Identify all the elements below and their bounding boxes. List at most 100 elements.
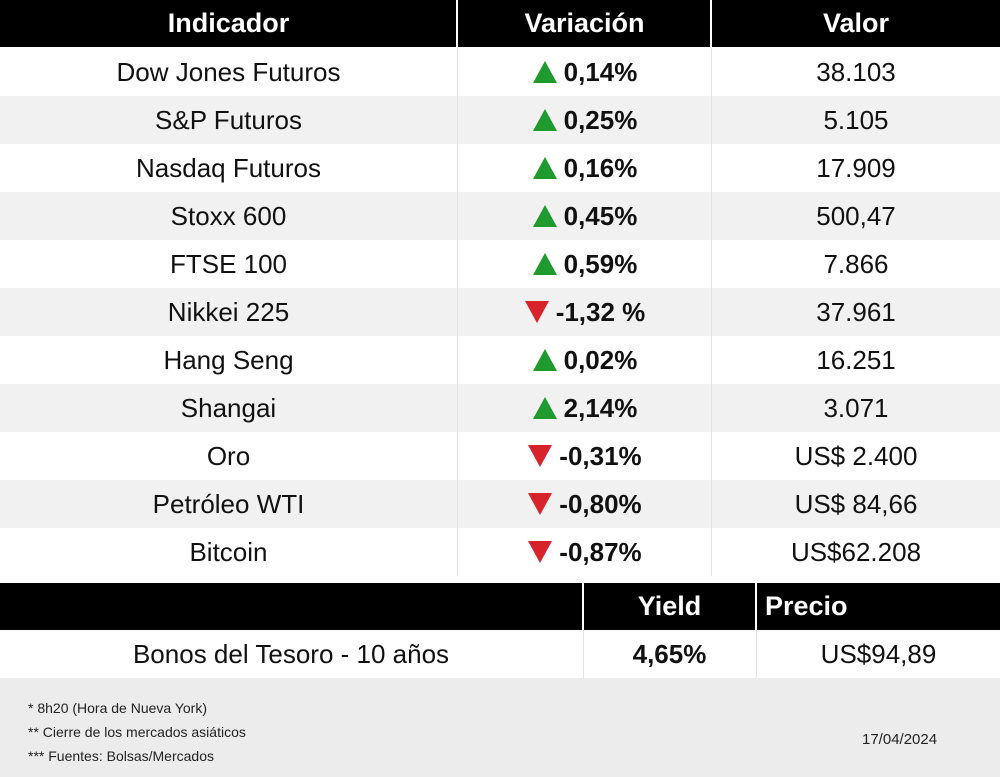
table-cell: 38.103 xyxy=(816,56,896,87)
col-divider xyxy=(711,288,712,336)
variation: 0,45% xyxy=(563,200,638,231)
variation: 0,02% xyxy=(563,344,638,375)
table-cell: US$ 84,66 xyxy=(794,488,918,519)
col-divider xyxy=(457,288,458,336)
col-divider xyxy=(457,384,458,432)
row-bg xyxy=(0,336,1000,384)
bond-cell: 4,65% xyxy=(632,638,707,669)
table-cell: Shangai xyxy=(180,392,277,423)
table-cell: -0,31% xyxy=(458,432,711,480)
col-divider xyxy=(457,192,458,240)
arrow-shape xyxy=(528,493,553,515)
row-bg xyxy=(0,96,1000,144)
arrow-shape xyxy=(532,61,557,83)
col-divider xyxy=(711,432,712,480)
header-divider xyxy=(582,583,584,630)
variation: 2,14% xyxy=(563,392,638,423)
table-cell: -1,32 % xyxy=(458,288,711,336)
bond-cell: Bonos del Tesoro - 10 años xyxy=(132,638,450,669)
trend-arrow xyxy=(532,253,557,275)
col-divider xyxy=(711,336,712,384)
col-divider xyxy=(457,432,458,480)
table-cell: 17.909 xyxy=(816,152,896,183)
arrow-shape xyxy=(532,109,557,131)
header-bar xyxy=(0,0,1000,47)
bonds-header-bar xyxy=(0,583,1000,630)
header-cell: Yield xyxy=(637,591,702,621)
table-cell: Oro xyxy=(206,440,251,471)
table-cell: Dow Jones Futuros xyxy=(116,56,341,87)
trend-arrow xyxy=(532,205,557,227)
row-bg xyxy=(0,528,1000,576)
col-divider xyxy=(711,96,712,144)
table-cell: -0,80% xyxy=(458,480,711,528)
table-cell: 0,02% xyxy=(458,336,711,384)
col-divider xyxy=(457,240,458,288)
trend-arrow xyxy=(532,349,557,371)
arrow-shape xyxy=(532,205,557,227)
variation: -1,32 % xyxy=(555,296,646,327)
col-divider xyxy=(457,48,458,96)
footer-date: 17/04/2024 xyxy=(862,731,938,748)
col-divider xyxy=(711,144,712,192)
table-cell: 0,25% xyxy=(458,96,711,144)
table-cell: FTSE 100 xyxy=(169,248,288,279)
table-cell: US$ 2.400 xyxy=(794,440,918,471)
variation: 0,59% xyxy=(563,248,638,279)
header-cell: Precio xyxy=(765,591,848,621)
arrow-shape xyxy=(528,541,553,563)
row-bg xyxy=(0,432,1000,480)
col-divider xyxy=(711,192,712,240)
table-cell: Nasdaq Futuros xyxy=(136,152,321,183)
table-cell: 5.105 xyxy=(823,104,889,135)
row-bg xyxy=(0,192,1000,240)
row-bg xyxy=(0,48,1000,96)
table-cell: -0,87% xyxy=(458,528,711,576)
col-divider xyxy=(457,480,458,528)
table-cell: 0,59% xyxy=(458,240,711,288)
footer-note: * 8h20 (Hora de Nueva York) xyxy=(28,700,207,716)
trend-arrow xyxy=(532,61,557,83)
header-divider xyxy=(755,583,757,630)
bond-cell: US$94,89 xyxy=(820,638,937,669)
variation: -0,87% xyxy=(559,536,642,567)
arrow-shape xyxy=(524,301,549,323)
arrow-shape xyxy=(532,349,557,371)
trend-arrow xyxy=(532,397,557,419)
row-bg xyxy=(0,240,1000,288)
variation: -0,80% xyxy=(559,488,642,519)
table-cell: 500,47 xyxy=(816,200,896,231)
table-cell: Petróleo WTI xyxy=(152,488,305,519)
variation: 0,25% xyxy=(563,104,638,135)
arrow-shape xyxy=(532,253,557,275)
table-cell: Nikkei 225 xyxy=(167,296,290,327)
table-cell: Stoxx 600 xyxy=(170,200,287,231)
col-divider xyxy=(457,528,458,576)
arrow-shape xyxy=(528,445,553,467)
variation: 0,16% xyxy=(563,152,638,183)
header-cell: Indicador xyxy=(167,8,290,38)
trend-arrow xyxy=(524,301,549,323)
header-cell: Valor xyxy=(822,8,890,38)
header-cell: Variación xyxy=(524,8,645,38)
table-cell: 0,14% xyxy=(458,48,711,96)
variation: -0,31% xyxy=(559,440,642,471)
col-divider xyxy=(583,630,584,678)
col-divider xyxy=(711,384,712,432)
header-divider xyxy=(710,0,712,47)
row-bg xyxy=(0,288,1000,336)
trend-arrow xyxy=(528,493,553,515)
footer-note: ** Cierre de los mercados asiáticos xyxy=(28,724,246,740)
col-divider xyxy=(756,630,757,678)
col-divider xyxy=(711,480,712,528)
table-cell: 2,14% xyxy=(458,384,711,432)
footer-bg xyxy=(0,678,1000,777)
trend-arrow xyxy=(532,157,557,179)
col-divider xyxy=(457,96,458,144)
variation: 0,14% xyxy=(563,56,638,87)
col-divider xyxy=(457,336,458,384)
arrow-shape xyxy=(532,397,557,419)
table-cell: 37.961 xyxy=(816,296,896,327)
row-bg xyxy=(0,480,1000,528)
